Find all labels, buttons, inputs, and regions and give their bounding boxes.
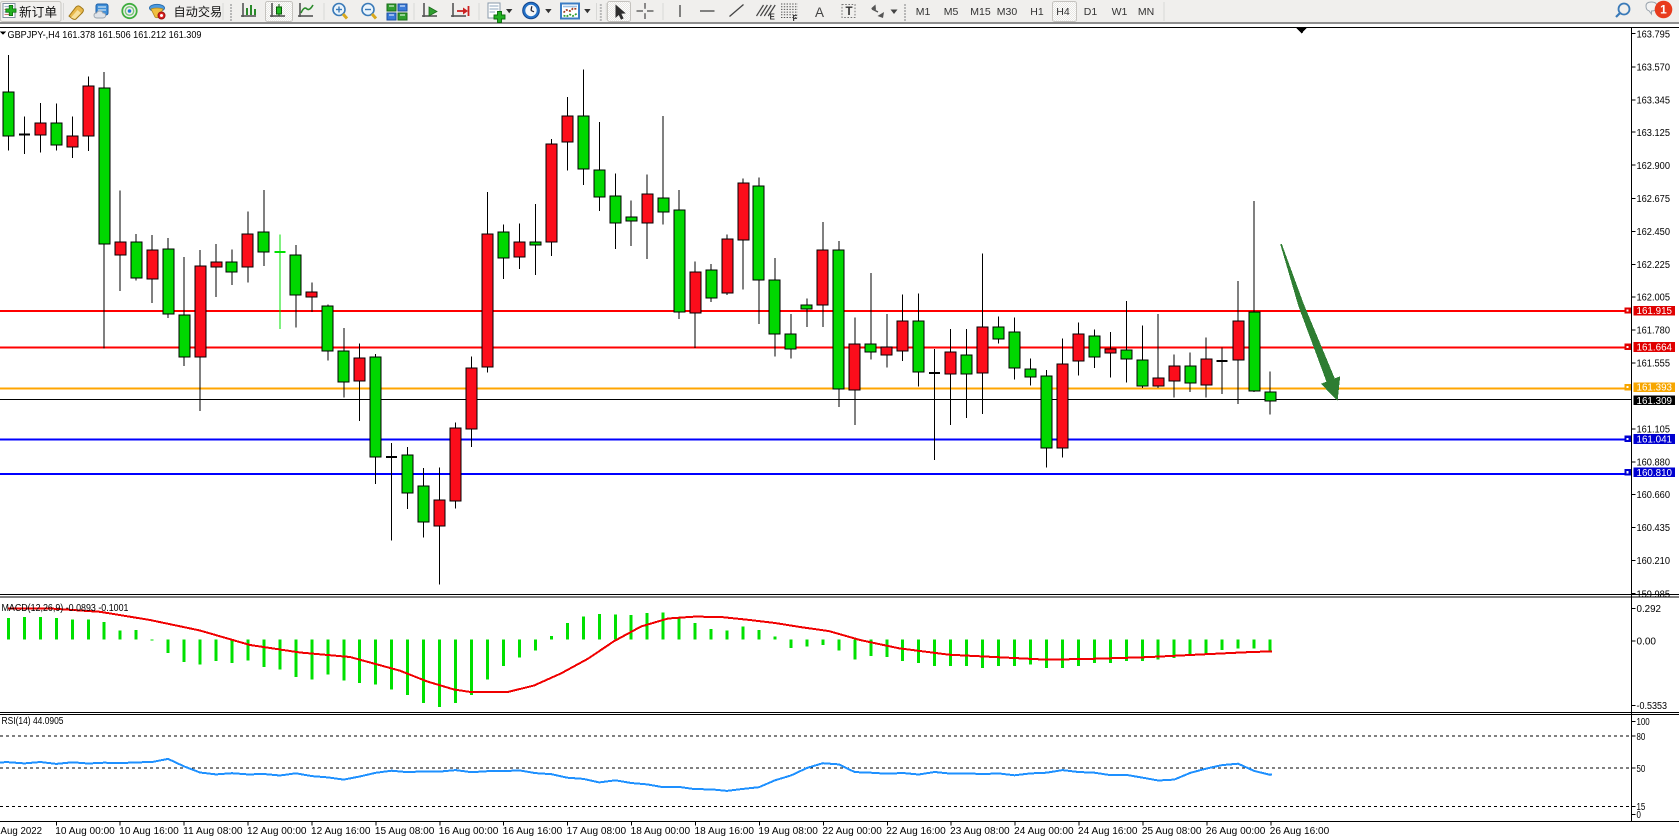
svg-text:160.880: 160.880 bbox=[1637, 458, 1671, 469]
svg-text:W1: W1 bbox=[1112, 6, 1128, 18]
svg-text:163.125: 163.125 bbox=[1637, 128, 1671, 139]
svg-text:M15: M15 bbox=[970, 6, 991, 18]
svg-text:T: T bbox=[846, 6, 853, 18]
svg-text:162.675: 162.675 bbox=[1637, 194, 1671, 205]
svg-text:22 Aug 16:00: 22 Aug 16:00 bbox=[886, 826, 946, 837]
svg-text:160.210: 160.210 bbox=[1637, 556, 1671, 567]
svg-text:159.985: 159.985 bbox=[1637, 589, 1671, 600]
svg-text:161.664: 161.664 bbox=[1637, 343, 1673, 354]
svg-text:E: E bbox=[770, 13, 776, 22]
svg-text:A: A bbox=[815, 5, 824, 20]
svg-text:11 Aug 08:00: 11 Aug 08:00 bbox=[183, 826, 243, 837]
svg-text:自动交易: 自动交易 bbox=[174, 4, 223, 19]
svg-text:160.810: 160.810 bbox=[1637, 468, 1673, 479]
svg-text:161.105: 161.105 bbox=[1637, 425, 1671, 436]
svg-text:80: 80 bbox=[1637, 732, 1646, 743]
svg-text:12 Aug 16:00: 12 Aug 16:00 bbox=[311, 826, 371, 837]
svg-text:161.393: 161.393 bbox=[1637, 383, 1673, 394]
svg-text:18 Aug 00:00: 18 Aug 00:00 bbox=[631, 826, 691, 837]
svg-text:15 Aug 08:00: 15 Aug 08:00 bbox=[375, 826, 435, 837]
svg-text:GBPJPY-,H4 161.378 161.506 16: GBPJPY-,H4 161.378 161.506 161.212 161.3… bbox=[8, 30, 202, 41]
svg-text:0: 0 bbox=[1637, 810, 1642, 821]
svg-text:16 Aug 16:00: 16 Aug 16:00 bbox=[503, 826, 563, 837]
svg-text:26 Aug 16:00: 26 Aug 16:00 bbox=[1270, 826, 1330, 837]
svg-text:15: 15 bbox=[1637, 802, 1646, 813]
svg-text:161.780: 161.780 bbox=[1637, 325, 1671, 336]
svg-text:161.555: 161.555 bbox=[1637, 359, 1671, 370]
svg-text:9 Aug 2022: 9 Aug 2022 bbox=[0, 826, 42, 837]
svg-text:25 Aug 08:00: 25 Aug 08:00 bbox=[1142, 826, 1202, 837]
svg-text:161.915: 161.915 bbox=[1637, 306, 1673, 317]
svg-text:0.00: 0.00 bbox=[1637, 637, 1657, 648]
svg-text:1: 1 bbox=[1660, 3, 1667, 17]
svg-text:162.450: 162.450 bbox=[1637, 227, 1671, 238]
svg-text:RSI(14) 44.0905: RSI(14) 44.0905 bbox=[2, 716, 64, 727]
svg-text:100: 100 bbox=[1637, 717, 1651, 728]
svg-text:F: F bbox=[793, 14, 798, 23]
svg-text:18 Aug 16:00: 18 Aug 16:00 bbox=[695, 826, 755, 837]
svg-text:24 Aug 16:00: 24 Aug 16:00 bbox=[1078, 826, 1138, 837]
svg-text:26 Aug 00:00: 26 Aug 00:00 bbox=[1206, 826, 1266, 837]
svg-text:24 Aug 00:00: 24 Aug 00:00 bbox=[1014, 826, 1074, 837]
svg-text:0.292: 0.292 bbox=[1637, 604, 1662, 615]
svg-text:50: 50 bbox=[1637, 764, 1646, 775]
svg-text:162.005: 162.005 bbox=[1637, 292, 1671, 303]
svg-text:163.570: 163.570 bbox=[1637, 62, 1671, 73]
svg-text:160.660: 160.660 bbox=[1637, 490, 1671, 501]
svg-text:162.900: 162.900 bbox=[1637, 161, 1671, 172]
svg-text:-0.5353: -0.5353 bbox=[1637, 701, 1668, 712]
svg-text:H4: H4 bbox=[1056, 6, 1070, 18]
svg-text:17 Aug 08:00: 17 Aug 08:00 bbox=[567, 826, 627, 837]
svg-text:MACD(12,26,9) -0.0893 -0.1001: MACD(12,26,9) -0.0893 -0.1001 bbox=[2, 603, 129, 614]
svg-text:M5: M5 bbox=[944, 6, 959, 18]
svg-text:162.225: 162.225 bbox=[1637, 260, 1671, 271]
svg-text:MN: MN bbox=[1138, 6, 1154, 18]
svg-text:163.795: 163.795 bbox=[1637, 29, 1671, 40]
svg-text:160.435: 160.435 bbox=[1637, 523, 1671, 534]
svg-text:16 Aug 00:00: 16 Aug 00:00 bbox=[439, 826, 499, 837]
svg-text:M1: M1 bbox=[916, 6, 931, 18]
svg-text:23 Aug 08:00: 23 Aug 08:00 bbox=[950, 826, 1010, 837]
svg-text:161.309: 161.309 bbox=[1637, 396, 1673, 407]
svg-text:12 Aug 00:00: 12 Aug 00:00 bbox=[247, 826, 307, 837]
svg-text:M30: M30 bbox=[997, 6, 1018, 18]
svg-text:D1: D1 bbox=[1084, 6, 1098, 18]
svg-text:新订单: 新订单 bbox=[19, 5, 57, 20]
svg-text:H1: H1 bbox=[1030, 6, 1044, 18]
svg-text:19 Aug 08:00: 19 Aug 08:00 bbox=[758, 826, 818, 837]
svg-text:10 Aug 16:00: 10 Aug 16:00 bbox=[119, 826, 179, 837]
svg-text:163.345: 163.345 bbox=[1637, 95, 1671, 106]
svg-text:10 Aug 00:00: 10 Aug 00:00 bbox=[55, 826, 115, 837]
svg-text:22 Aug 00:00: 22 Aug 00:00 bbox=[822, 826, 882, 837]
svg-text:161.041: 161.041 bbox=[1637, 435, 1673, 446]
